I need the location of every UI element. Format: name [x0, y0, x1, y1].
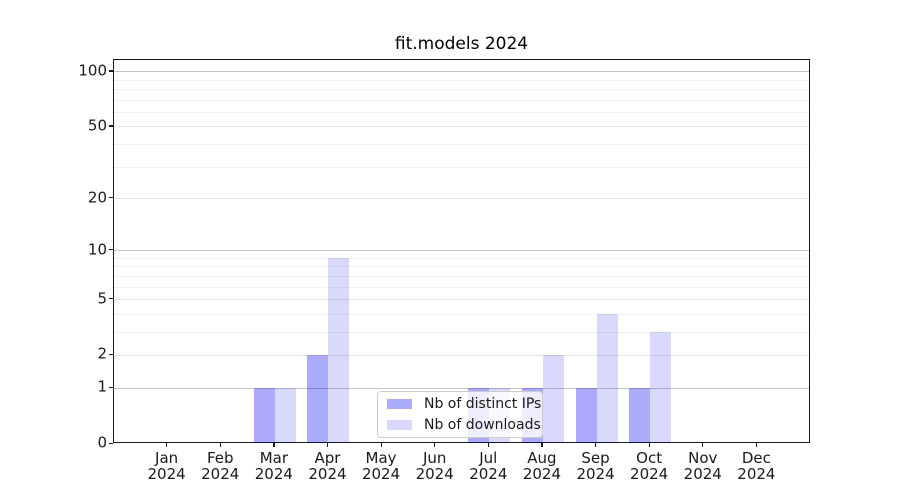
- legend-label: Nb of downloads: [424, 416, 541, 433]
- gridline: [114, 79, 809, 81]
- gridline: [114, 71, 809, 73]
- y-tick-mark: [109, 70, 113, 72]
- y-tick-mark: [109, 125, 113, 127]
- x-tick-label: Sep 2024: [576, 449, 615, 483]
- gridline: [114, 89, 809, 91]
- bar-downloads: [274, 388, 296, 443]
- gridline: [114, 166, 809, 168]
- y-tick-label: 100: [78, 61, 107, 80]
- bar-downloads: [328, 258, 350, 443]
- x-tick-mark: [541, 443, 543, 447]
- x-tick-mark: [326, 443, 329, 447]
- legend-swatch-icon: [387, 419, 412, 430]
- y-tick-label: 5: [97, 289, 107, 308]
- gridline: [114, 257, 809, 259]
- x-tick-label: Jan 2024: [147, 449, 186, 483]
- legend: Nb of distinct IPs Nb of downloads: [377, 391, 543, 438]
- x-tick-mark: [273, 443, 275, 447]
- y-tick-mark: [109, 442, 113, 444]
- legend-swatch-icon: [387, 399, 412, 410]
- plot-area: Nb of distinct IPs Nb of downloads: [113, 59, 810, 443]
- x-tick-label: Oct 2024: [630, 449, 669, 483]
- y-tick-mark: [109, 353, 113, 356]
- y-tick-mark: [109, 249, 113, 251]
- x-tick-label: Mar 2024: [254, 449, 293, 483]
- bar-distinct-ips: [253, 388, 275, 443]
- y-tick-mark: [109, 386, 113, 388]
- x-tick-label: May 2024: [361, 449, 401, 483]
- x-tick-mark: [487, 443, 489, 447]
- x-tick-label: Jul 2024: [469, 449, 508, 483]
- x-tick-mark: [434, 443, 436, 447]
- y-tick-label: 50: [87, 116, 107, 135]
- x-tick-label: Aug 2024: [522, 449, 562, 483]
- bar-downloads: [542, 355, 564, 443]
- legend-item: Nb of downloads: [387, 416, 541, 435]
- chart-title: fit.models 2024: [394, 34, 529, 54]
- legend-label: Nb of distinct IPs: [424, 396, 542, 413]
- gridline: [114, 354, 809, 356]
- gridline: [114, 299, 809, 301]
- x-tick-mark: [702, 443, 704, 447]
- bar-distinct-ips: [629, 388, 651, 443]
- x-tick-mark: [166, 443, 168, 447]
- bar-distinct-ips: [575, 388, 597, 443]
- x-tick-mark: [648, 443, 650, 447]
- gridline: [114, 331, 809, 333]
- x-tick-label: Feb 2024: [201, 449, 240, 483]
- gridline: [114, 387, 809, 389]
- y-tick-label: 0: [97, 433, 107, 452]
- gridline: [114, 144, 809, 146]
- x-tick-mark: [755, 443, 758, 447]
- gridline: [114, 275, 809, 277]
- gridline: [114, 99, 809, 101]
- gridline: [114, 126, 809, 128]
- y-tick-label: 20: [87, 188, 107, 206]
- gridline: [114, 198, 809, 199]
- y-tick-mark: [109, 197, 113, 199]
- y-tick-label: 2: [97, 344, 107, 363]
- bar-distinct-ips: [307, 355, 329, 443]
- gridline: [114, 250, 809, 252]
- gridline: [114, 286, 809, 288]
- x-tick-label: Dec 2024: [737, 449, 776, 483]
- legend-item: Nb of distinct IPs: [387, 395, 541, 414]
- bar-downloads: [650, 332, 672, 443]
- x-tick-label: Jun 2024: [415, 449, 454, 483]
- x-tick-mark: [380, 443, 382, 447]
- bar-downloads: [596, 314, 618, 443]
- y-tick-label: 1: [97, 377, 107, 396]
- x-tick-label: Nov 2024: [683, 449, 722, 483]
- gridline: [114, 112, 809, 114]
- gridline: [114, 313, 809, 315]
- x-tick-label: Apr 2024: [308, 449, 347, 483]
- gridline: [114, 266, 809, 268]
- x-tick-mark: [219, 443, 221, 447]
- y-tick-label: 10: [87, 240, 107, 259]
- x-tick-mark: [595, 443, 597, 447]
- y-tick-mark: [109, 298, 113, 300]
